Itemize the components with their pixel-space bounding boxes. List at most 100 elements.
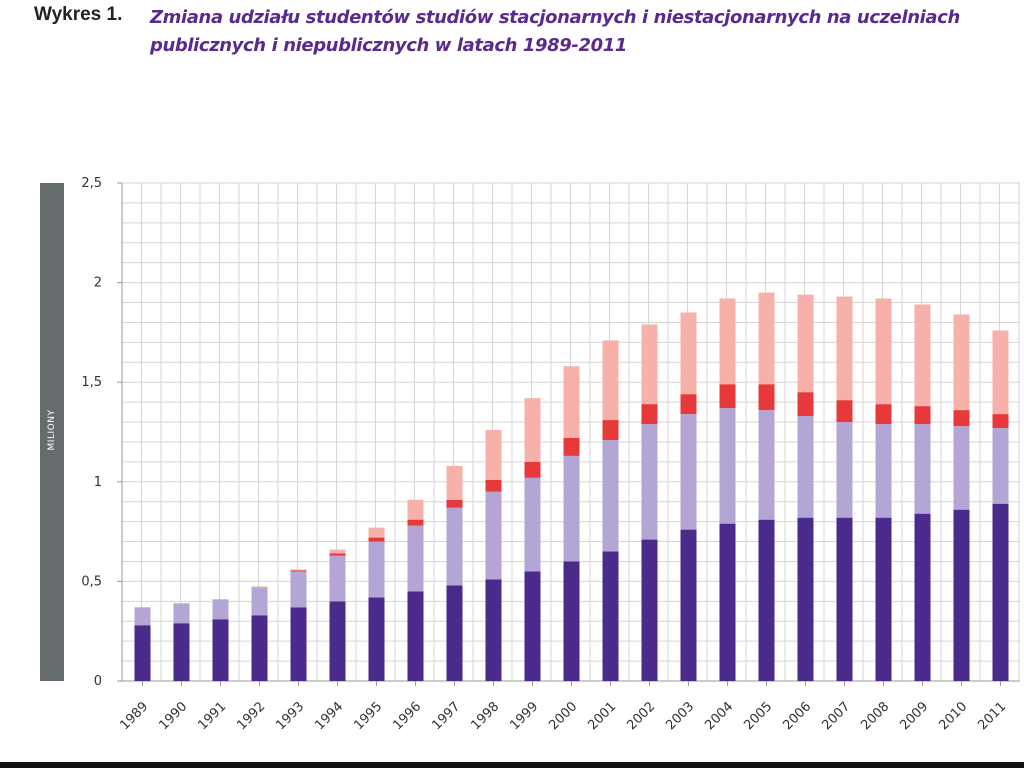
bar-segment-series-2-1998 bbox=[485, 491, 502, 580]
bar-segment-series-4-2010 bbox=[953, 314, 970, 411]
y-tick-label: 0,5 bbox=[81, 574, 102, 589]
x-tick-label-1995: 1995 bbox=[351, 699, 385, 733]
bar-segment-series-1-2004 bbox=[719, 523, 736, 681]
bar-segment-series-4-2009 bbox=[914, 304, 931, 407]
bar-segment-series-4-2002 bbox=[641, 324, 658, 405]
bar-segment-series-3-2009 bbox=[914, 406, 931, 425]
x-tick-label-2006: 2006 bbox=[780, 699, 814, 733]
bar-segment-series-1-2001 bbox=[602, 551, 619, 681]
x-tick-label-1990: 1990 bbox=[156, 699, 190, 733]
x-tick-label-2009: 2009 bbox=[897, 699, 931, 733]
bar-segment-series-1-1992 bbox=[251, 615, 268, 681]
bottom-rule bbox=[0, 762, 1024, 768]
figure-title-line-2: publicznych i niepublicznych w latach 19… bbox=[150, 35, 627, 56]
x-tick-label-2010: 2010 bbox=[936, 699, 970, 733]
bar-segment-series-4-1997 bbox=[446, 465, 463, 500]
y-axis-unit-bar bbox=[40, 183, 64, 681]
bar-segment-series-2-2006 bbox=[797, 416, 814, 518]
bar-segment-series-3-2003 bbox=[680, 394, 697, 415]
bar-segment-series-4-2001 bbox=[602, 340, 619, 421]
bar-segment-series-3-1993 bbox=[290, 570, 307, 572]
x-tick-label-2008: 2008 bbox=[858, 699, 892, 733]
bar-segment-series-1-2009 bbox=[914, 513, 931, 681]
x-tick-label-1991: 1991 bbox=[195, 699, 229, 733]
bar-segment-series-1-1993 bbox=[290, 607, 307, 681]
bar-segment-series-4-1996 bbox=[407, 499, 424, 520]
bar-segment-series-2-2000 bbox=[563, 455, 580, 562]
bar-segment-series-2-2005 bbox=[758, 410, 775, 520]
bar-segment-series-1-2000 bbox=[563, 561, 580, 681]
bar-segment-series-1-1994 bbox=[329, 601, 346, 681]
bar-segment-series-4-2003 bbox=[680, 312, 697, 395]
bar-segment-series-4-2000 bbox=[563, 366, 580, 438]
bar-segment-series-4-2006 bbox=[797, 294, 814, 393]
figure-title: Zmiana udziału studentów studiów stacjon… bbox=[150, 4, 1020, 60]
bar-segment-series-2-2009 bbox=[914, 424, 931, 514]
bar-segment-series-1-1989 bbox=[134, 625, 151, 681]
bar-segment-series-2-1989 bbox=[134, 607, 151, 626]
bar-segment-series-2-2001 bbox=[602, 439, 619, 552]
bar-segment-series-1-2007 bbox=[836, 517, 853, 681]
bar-segment-series-2-2004 bbox=[719, 408, 736, 524]
bar-segment-series-1-2010 bbox=[953, 509, 970, 681]
bar-segment-series-2-1994 bbox=[329, 555, 346, 602]
bar-segment-series-1-2011 bbox=[992, 503, 1009, 681]
bar-segment-series-3-2007 bbox=[836, 400, 853, 423]
bar-segment-series-1-2005 bbox=[758, 519, 775, 681]
bar-segment-series-1-1995 bbox=[368, 597, 385, 681]
x-tick-label-1992: 1992 bbox=[234, 699, 268, 733]
bar-segment-series-1-1997 bbox=[446, 585, 463, 681]
bar-segment-series-2-1993 bbox=[290, 571, 307, 608]
x-tick-label-2005: 2005 bbox=[741, 699, 775, 733]
bar-segment-series-3-2011 bbox=[992, 414, 1009, 429]
bar-segment-series-3-1996 bbox=[407, 519, 424, 526]
bar-segment-series-3-1997 bbox=[446, 499, 463, 508]
bar-segment-series-3-2010 bbox=[953, 410, 970, 427]
x-tick-label-1989: 1989 bbox=[117, 699, 151, 733]
bar-segment-series-4-1992 bbox=[251, 586, 268, 588]
x-tick-label-2001: 2001 bbox=[585, 699, 619, 733]
x-tick-label-1999: 1999 bbox=[507, 699, 541, 733]
bar-segment-series-3-1995 bbox=[368, 537, 385, 542]
bar-segment-series-4-2008 bbox=[875, 298, 892, 405]
bar-segment-series-1-1990 bbox=[173, 623, 190, 681]
bar-segment-series-3-2004 bbox=[719, 384, 736, 409]
bar-segment-series-2-1999 bbox=[524, 477, 541, 572]
bar-segment-series-3-1999 bbox=[524, 461, 541, 478]
bar-segment-series-1-1996 bbox=[407, 591, 424, 681]
bar-segment-series-1-2003 bbox=[680, 529, 697, 681]
bar-segment-series-4-1994 bbox=[329, 549, 346, 554]
bar-segment-series-1-2006 bbox=[797, 517, 814, 681]
x-tick-label-1996: 1996 bbox=[390, 699, 424, 733]
bar-segment-series-2-1996 bbox=[407, 525, 424, 592]
bar-segment-series-3-1998 bbox=[485, 479, 502, 492]
bar-segment-series-4-1993 bbox=[290, 569, 307, 571]
y-tick-label: 1,5 bbox=[81, 375, 102, 390]
bar-segment-series-3-2001 bbox=[602, 420, 619, 440]
bar-segment-series-1-2002 bbox=[641, 539, 658, 681]
bar-segment-series-2-2011 bbox=[992, 428, 1009, 504]
y-tick-label: 1 bbox=[94, 475, 102, 490]
x-tick-label-1993: 1993 bbox=[273, 699, 307, 733]
bar-segment-series-4-1999 bbox=[524, 398, 541, 462]
bar-segment-series-4-2011 bbox=[992, 330, 1009, 415]
figure-label: Wykres 1. bbox=[34, 4, 123, 25]
bar-segment-series-3-2005 bbox=[758, 384, 775, 411]
bar-segment-series-4-1995 bbox=[368, 527, 385, 538]
bar-segment-series-3-2002 bbox=[641, 404, 658, 425]
figure-title-line-1: Zmiana udziału studentów studiów stacjon… bbox=[150, 7, 960, 28]
bar-segment-series-1-1991 bbox=[212, 619, 229, 681]
bar-segment-series-2-2002 bbox=[641, 424, 658, 540]
bar-segment-series-3-1994 bbox=[329, 553, 346, 556]
bar-segment-series-4-1998 bbox=[485, 430, 502, 480]
bar-segment-series-4-2007 bbox=[836, 296, 853, 401]
x-tick-label-1998: 1998 bbox=[468, 699, 502, 733]
x-tick-label-2011: 2011 bbox=[975, 699, 1009, 733]
bar-segment-series-3-2006 bbox=[797, 392, 814, 417]
y-tick-label: 2,5 bbox=[81, 176, 102, 191]
bar-segment-series-2-1991 bbox=[212, 599, 229, 620]
bar-segment-series-3-2000 bbox=[563, 437, 580, 456]
bar-segment-series-2-2008 bbox=[875, 424, 892, 518]
x-tick-label-2000: 2000 bbox=[546, 699, 580, 733]
